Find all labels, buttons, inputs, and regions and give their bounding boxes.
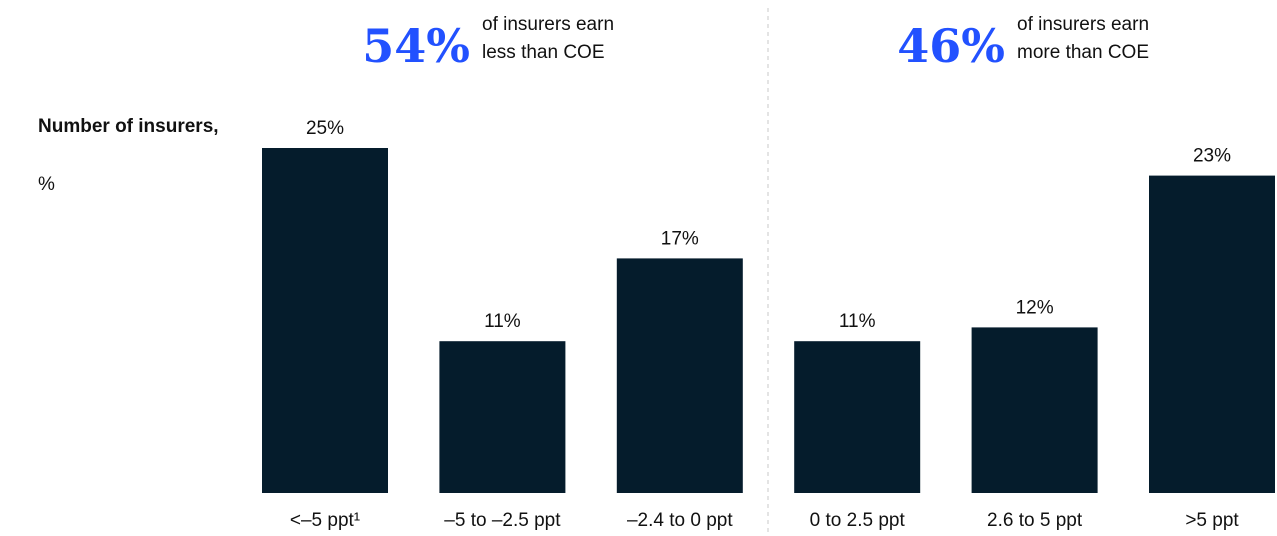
y-axis-unit: % (38, 174, 55, 195)
bar (1149, 175, 1275, 493)
annotation-value: 54% (362, 19, 470, 73)
value-label: 23% (1193, 146, 1231, 167)
bar (616, 258, 743, 493)
annotation-text: of insurers earn (482, 14, 614, 35)
annotation-text: less than COE (482, 42, 605, 63)
value-label: 25% (306, 118, 344, 139)
x-tick-label: 0 to 2.5 ppt (810, 510, 906, 531)
annotation-text: of insurers earn (1017, 14, 1149, 35)
y-axis-label: Number of insurers, (38, 116, 219, 137)
bar (262, 148, 388, 493)
bar (439, 341, 566, 493)
value-label: 11% (484, 311, 521, 332)
x-tick-label: <–5 ppt¹ (290, 510, 360, 531)
value-label: 17% (661, 228, 699, 249)
annotation-text: more than COE (1017, 42, 1149, 63)
value-label: 12% (1016, 297, 1054, 318)
bar (971, 327, 1098, 493)
x-tick-label: –5 to –2.5 ppt (444, 510, 561, 531)
x-tick-label: >5 ppt (1185, 510, 1239, 531)
x-tick-label: –2.4 to 0 ppt (627, 510, 733, 531)
x-tick-label: 2.6 to 5 ppt (987, 510, 1083, 531)
bar (794, 341, 921, 493)
value-label: 11% (839, 311, 876, 332)
annotation-value: 46% (897, 19, 1005, 73)
